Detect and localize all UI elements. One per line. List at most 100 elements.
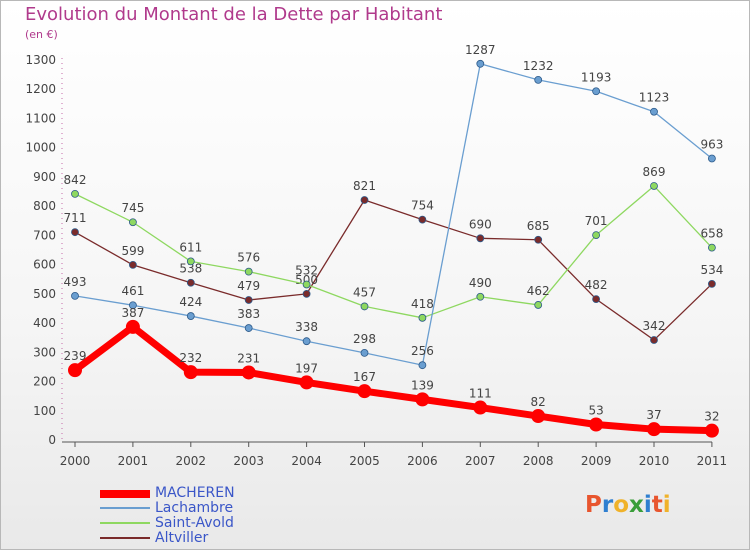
x-tick-label: 2000 bbox=[60, 454, 91, 468]
data-point-lachambre bbox=[244, 324, 253, 332]
data-label-saint-avold: 701 bbox=[585, 214, 608, 228]
data-label-saint-avold: 658 bbox=[700, 227, 723, 241]
y-tick-label: 500 bbox=[33, 287, 56, 301]
data-point-lachambre bbox=[71, 291, 79, 300]
data-point-macheren bbox=[589, 417, 604, 432]
data-point-saint-avold bbox=[186, 257, 195, 266]
y-tick-label: 100 bbox=[33, 404, 56, 418]
data-point-altviller bbox=[476, 234, 485, 243]
y-tick-label: 1100 bbox=[25, 111, 56, 125]
y-tick-label: 700 bbox=[33, 228, 56, 242]
data-label-macheren: 32 bbox=[704, 410, 719, 424]
x-tick-label: 2004 bbox=[291, 454, 322, 468]
data-point-saint-avold bbox=[708, 243, 716, 252]
data-point-altviller bbox=[71, 228, 79, 237]
chart-subtitle: (en €) bbox=[25, 28, 58, 41]
data-label-altviller: 538 bbox=[179, 262, 202, 276]
data-label-lachambre: 963 bbox=[700, 138, 723, 152]
data-label-lachambre: 1232 bbox=[523, 59, 554, 73]
data-label-macheren: 239 bbox=[64, 349, 87, 363]
series-line-altviller bbox=[74, 199, 713, 341]
series-line-macheren bbox=[71, 323, 716, 435]
data-point-altviller bbox=[534, 235, 543, 244]
data-label-saint-avold: 869 bbox=[643, 165, 666, 179]
y-tick-label: 800 bbox=[33, 199, 56, 213]
legend-label-altviller: Altviller bbox=[155, 530, 209, 546]
data-label-altviller: 482 bbox=[585, 278, 608, 292]
data-label-saint-avold: 842 bbox=[64, 173, 87, 187]
data-label-altviller: 821 bbox=[353, 179, 376, 193]
data-label-lachambre: 298 bbox=[353, 332, 376, 346]
data-label-lachambre: 338 bbox=[295, 320, 318, 334]
logo-letter: x bbox=[629, 492, 644, 518]
y-tick-label: 900 bbox=[33, 170, 56, 184]
x-tick-label: 2001 bbox=[118, 454, 149, 468]
data-point-altviller bbox=[360, 196, 369, 204]
logo-letter: t bbox=[651, 492, 663, 518]
data-point-macheren bbox=[531, 409, 546, 424]
legend-swatch-saint-avold bbox=[100, 522, 150, 524]
x-tick-label: 2002 bbox=[176, 454, 207, 468]
data-point-lachambre bbox=[302, 337, 311, 346]
data-point-lachambre bbox=[360, 348, 369, 357]
data-label-saint-avold: 418 bbox=[411, 297, 434, 311]
data-point-altviller bbox=[186, 278, 195, 287]
data-label-lachambre: 424 bbox=[179, 295, 202, 309]
data-label-lachambre: 493 bbox=[64, 275, 87, 289]
data-point-altviller bbox=[708, 280, 716, 288]
series-line-saint-avold bbox=[74, 185, 713, 319]
data-label-macheren: 387 bbox=[121, 306, 144, 320]
legend-label-macheren: MACHEREN bbox=[155, 485, 235, 501]
data-point-macheren bbox=[241, 365, 256, 380]
y-tick-label: 400 bbox=[33, 316, 56, 330]
data-label-altviller: 685 bbox=[527, 219, 550, 233]
data-point-saint-avold bbox=[418, 313, 427, 322]
y-tick-label: 0 bbox=[48, 433, 56, 447]
logo-letter: i bbox=[662, 492, 671, 518]
data-label-saint-avold: 490 bbox=[469, 276, 492, 290]
x-tick-label: 2008 bbox=[523, 454, 554, 468]
data-label-lachambre: 461 bbox=[121, 284, 144, 298]
data-point-macheren bbox=[704, 423, 719, 438]
data-label-saint-avold: 745 bbox=[121, 201, 144, 215]
data-label-altviller: 534 bbox=[700, 263, 723, 277]
data-label-altviller: 690 bbox=[469, 217, 492, 231]
x-tick-label: 2010 bbox=[639, 454, 670, 468]
data-point-macheren bbox=[183, 365, 198, 380]
data-point-macheren bbox=[415, 392, 430, 407]
legend-label-lachambre: Lachambre bbox=[155, 500, 234, 516]
data-label-altviller: 342 bbox=[643, 319, 666, 333]
data-label-saint-avold: 462 bbox=[527, 284, 550, 298]
data-label-macheren: 53 bbox=[588, 404, 603, 418]
data-point-lachambre bbox=[650, 107, 658, 116]
data-point-lachambre bbox=[418, 361, 427, 370]
data-label-macheren: 197 bbox=[295, 361, 318, 375]
y-tick-label: 200 bbox=[33, 375, 56, 389]
data-label-lachambre: 1193 bbox=[581, 70, 612, 84]
data-point-saint-avold bbox=[650, 182, 658, 190]
data-point-altviller bbox=[592, 295, 600, 304]
data-point-altviller bbox=[128, 261, 137, 269]
data-point-altviller bbox=[650, 336, 658, 344]
data-label-macheren: 139 bbox=[411, 378, 434, 392]
logo-letter: P bbox=[585, 492, 602, 518]
logo-letter: i bbox=[643, 492, 652, 518]
logo-letter: o bbox=[613, 492, 630, 518]
data-point-saint-avold bbox=[360, 302, 369, 311]
data-point-macheren bbox=[647, 422, 661, 437]
legend-swatch-macheren bbox=[100, 490, 150, 498]
data-label-lachambre: 383 bbox=[237, 307, 260, 321]
data-label-macheren: 167 bbox=[353, 370, 376, 384]
data-label-saint-avold: 532 bbox=[295, 263, 318, 277]
data-point-saint-avold bbox=[128, 218, 137, 227]
data-point-saint-avold bbox=[244, 267, 253, 276]
data-point-lachambre bbox=[186, 312, 195, 320]
data-point-altviller bbox=[244, 296, 253, 304]
data-label-altviller: 754 bbox=[411, 199, 434, 213]
y-tick-label: 600 bbox=[33, 258, 56, 272]
data-point-altviller bbox=[302, 289, 311, 298]
data-point-macheren bbox=[125, 319, 140, 334]
logo-letter: r bbox=[601, 492, 614, 518]
x-tick-label: 2006 bbox=[407, 454, 438, 468]
